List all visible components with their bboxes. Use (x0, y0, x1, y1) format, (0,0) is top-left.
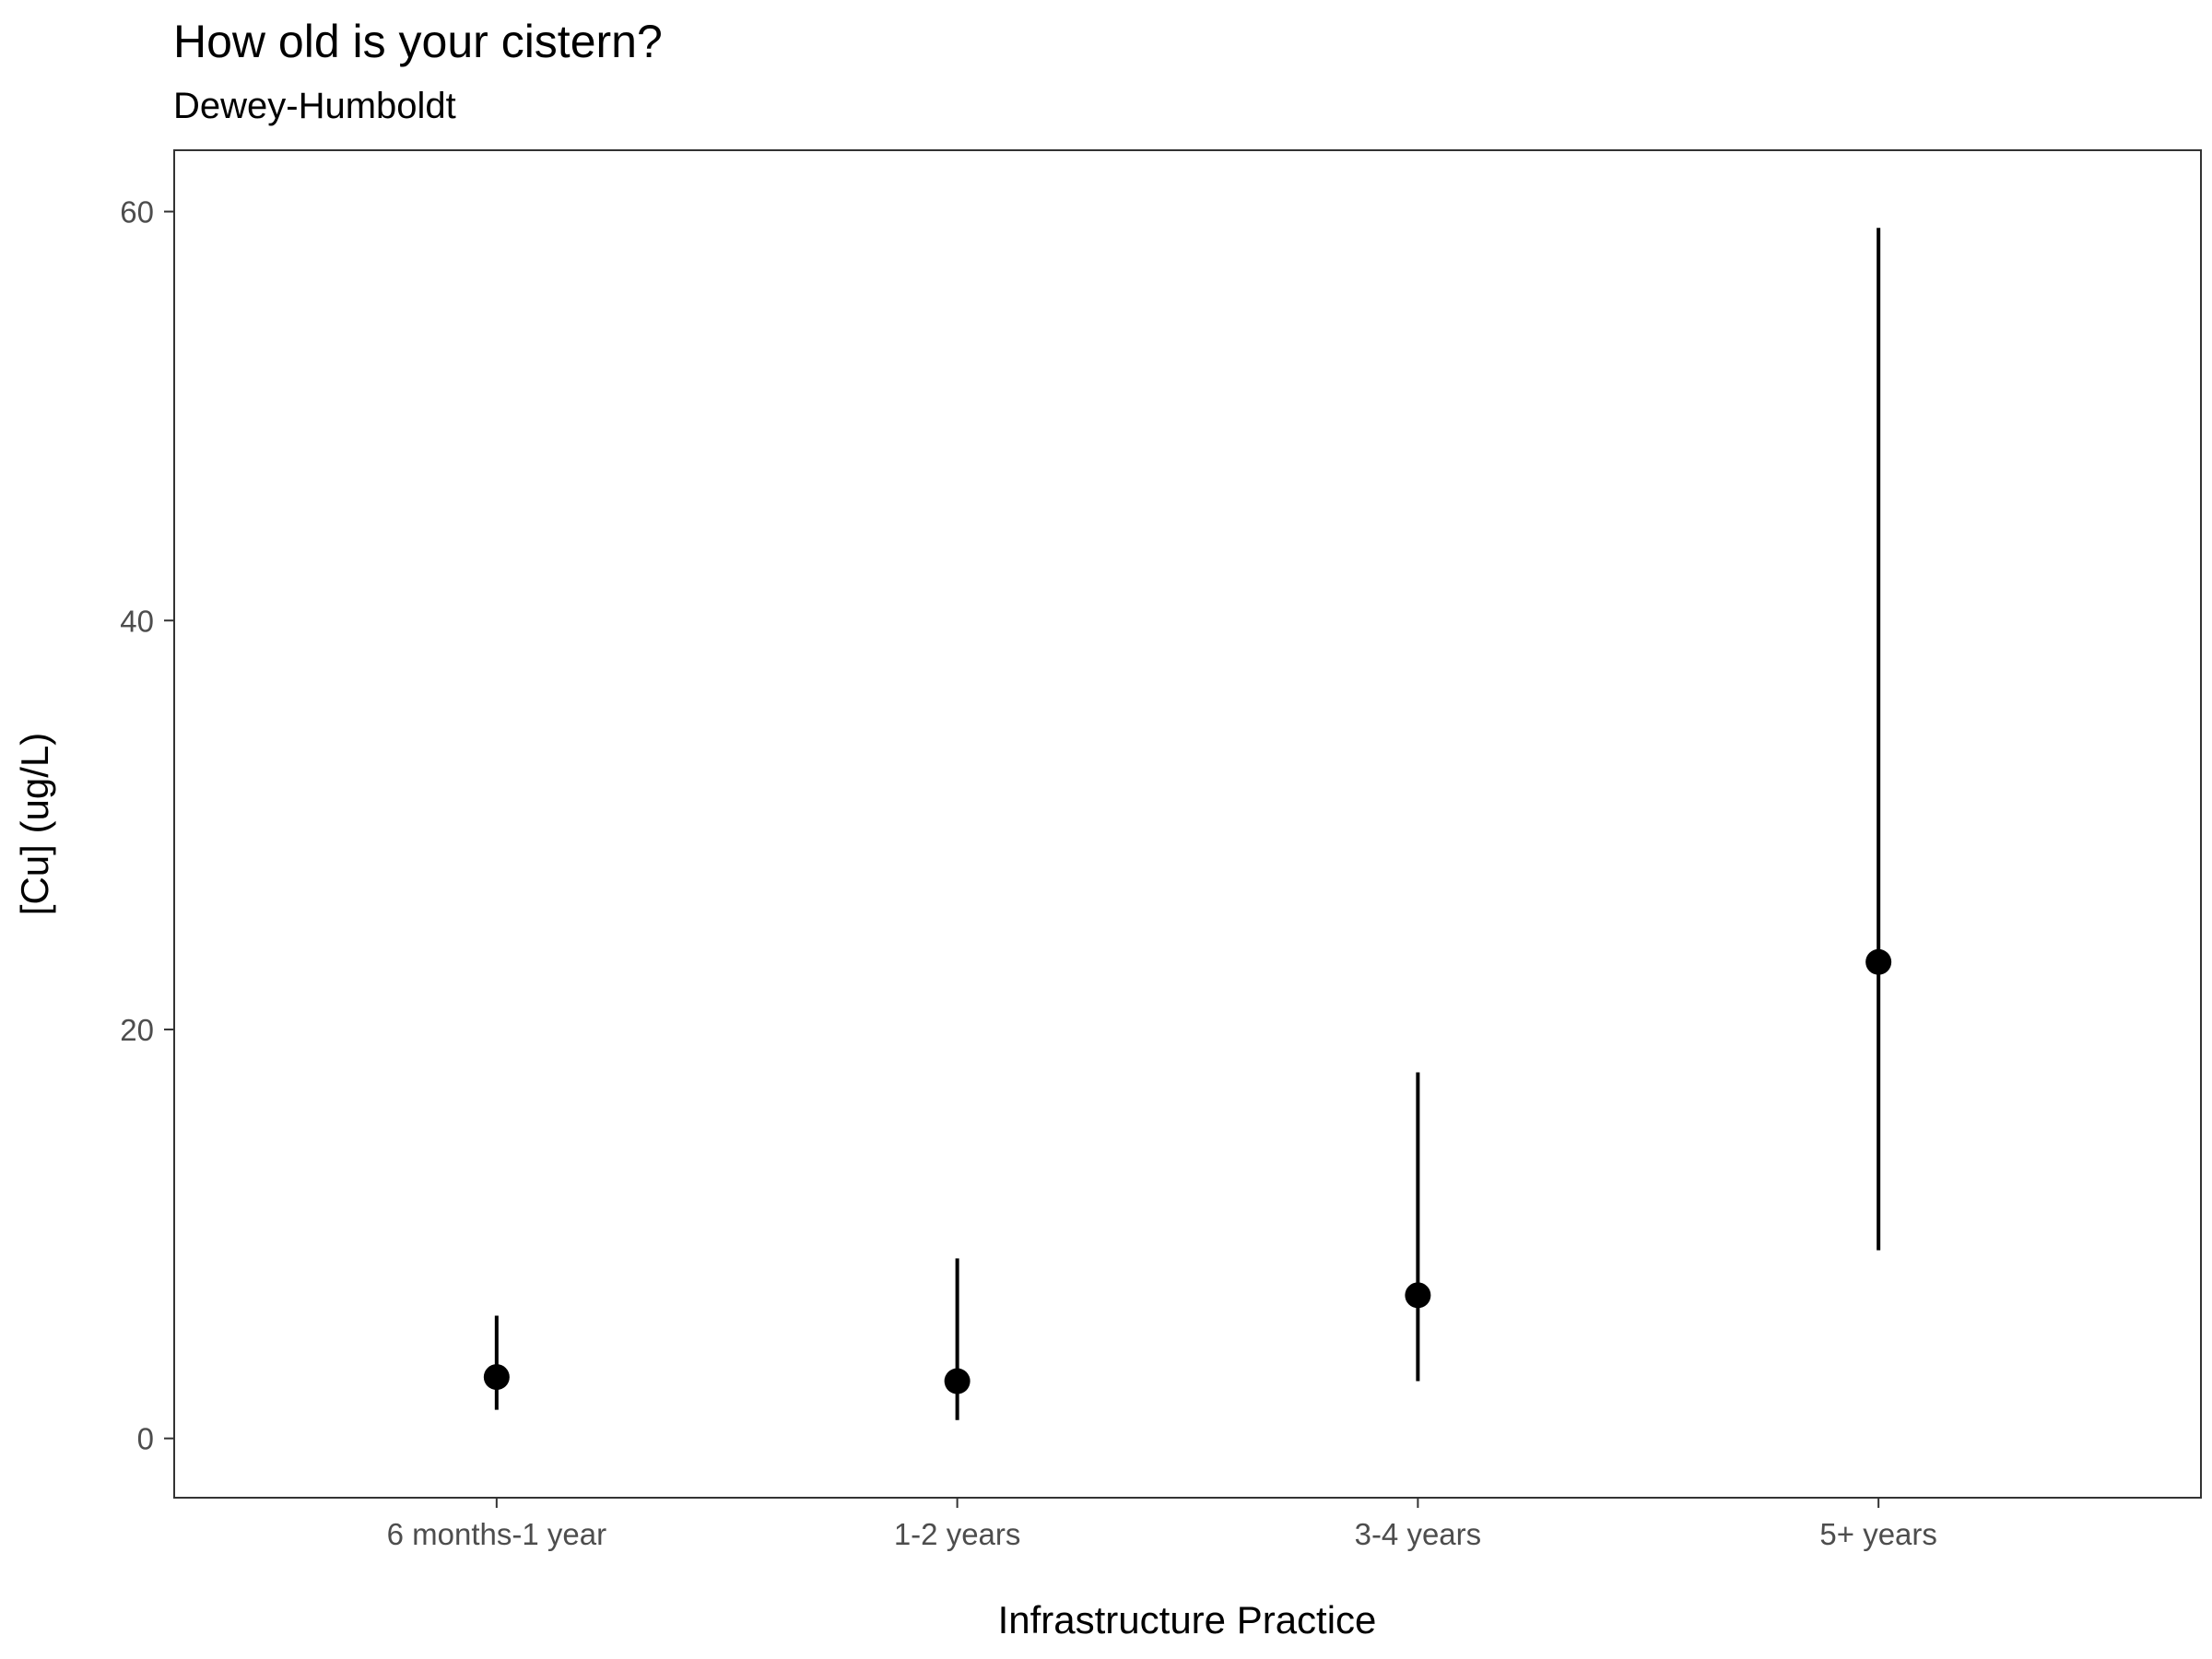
y-axis: 0 20 40 60 (120, 195, 174, 1456)
data-point (1865, 948, 1892, 975)
y-axis-title: [Cu] (ug/L) (13, 733, 56, 915)
x-axis-title: Infrastructure Practice (998, 1598, 1377, 1641)
data-point (483, 1364, 510, 1391)
x-axis: 6 months-1 year 1-2 years 3-4 years 5+ year… (387, 1498, 1937, 1551)
x-tick-label: 5+ years (1819, 1517, 1937, 1551)
y-tick-label: 60 (120, 195, 154, 229)
chart-subtitle: Dewey-Humboldt (173, 86, 456, 126)
y-tick-label: 0 (137, 1422, 154, 1456)
data-point (944, 1368, 971, 1394)
x-tick-label: 1-2 years (894, 1517, 1021, 1551)
y-tick-label: 40 (120, 604, 154, 638)
x-tick-label: 3-4 years (1355, 1517, 1482, 1551)
x-tick-label: 6 months-1 year (387, 1517, 606, 1551)
chart-title: How old is your cistern? (173, 16, 663, 67)
y-tick-label: 20 (120, 1013, 154, 1047)
data-series (483, 228, 1892, 1420)
plot-panel (173, 149, 2202, 1499)
data-point (1405, 1282, 1431, 1309)
